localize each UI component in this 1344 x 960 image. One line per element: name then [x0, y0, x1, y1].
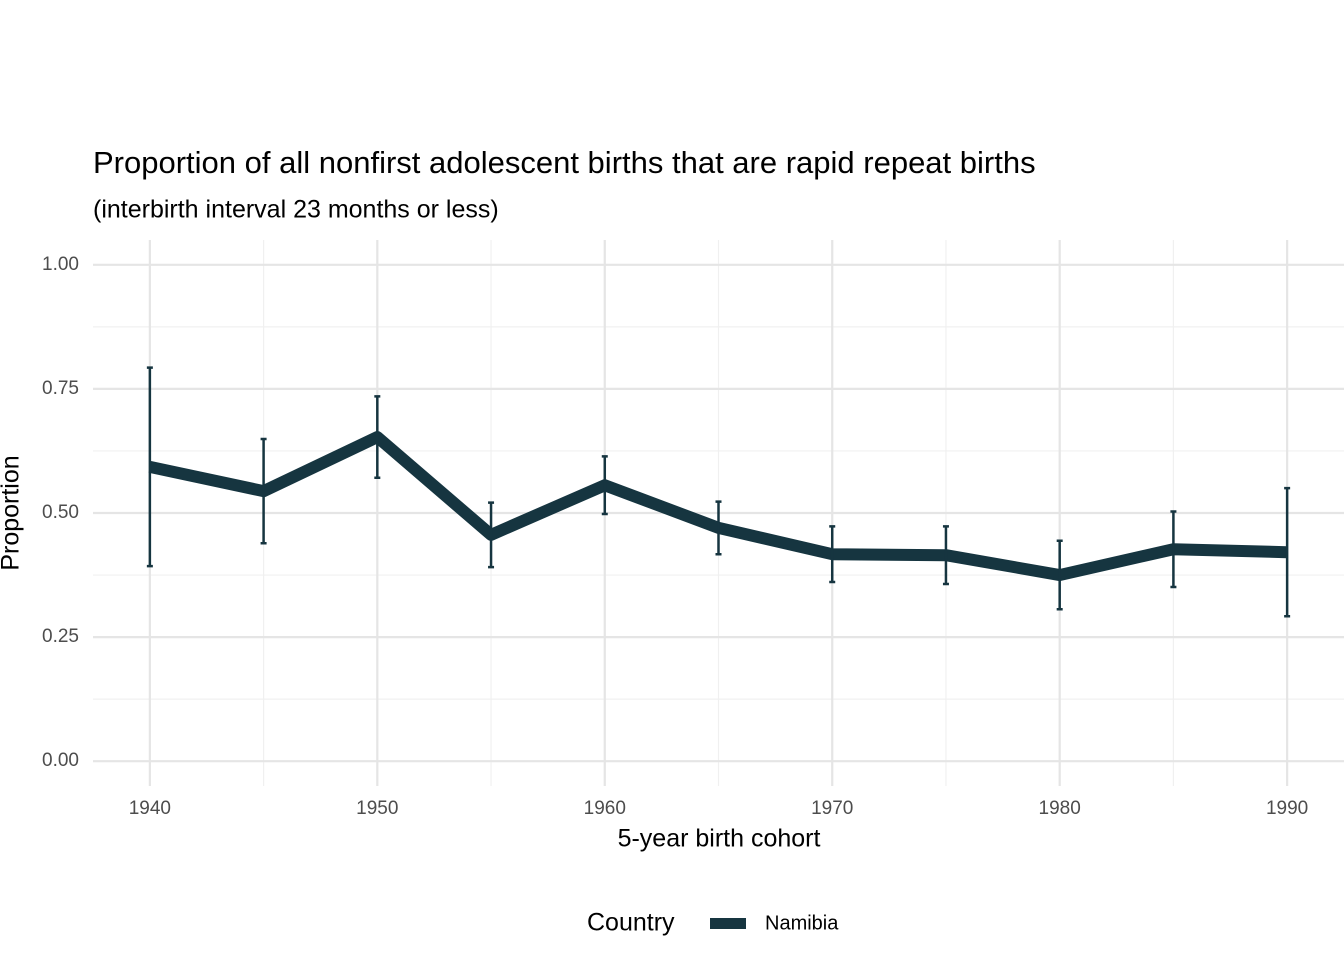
legend-label: Namibia — [765, 912, 839, 934]
y-tick-label: 0.25 — [42, 626, 79, 647]
error-bar — [942, 525, 949, 586]
chart-title: Proportion of all nonfirst adolescent bi… — [93, 145, 1036, 180]
error-bar — [715, 500, 722, 556]
x-tick-label: 1950 — [356, 798, 398, 819]
y-tick-label: 0.50 — [42, 502, 79, 523]
y-tick-label: 0.75 — [42, 378, 79, 399]
error-bar — [374, 395, 381, 480]
y-tick-label: 0.00 — [42, 750, 79, 771]
error-bar — [1284, 486, 1291, 618]
y-tick-label: 1.00 — [42, 254, 79, 275]
chart-subtitle: (interbirth interval 23 months or less) — [93, 196, 499, 224]
y-axis-title: Proportion — [0, 455, 25, 570]
error-bar — [488, 501, 495, 569]
x-tick-label: 1970 — [811, 798, 853, 819]
x-tick-label: 1980 — [1039, 798, 1081, 819]
error-bar — [1170, 510, 1177, 589]
x-tick-label: 1990 — [1266, 798, 1308, 819]
legend-swatch — [710, 918, 746, 929]
x-tick-label: 1960 — [584, 798, 626, 819]
legend-title: Country — [587, 909, 675, 937]
x-axis-title: 5-year birth cohort — [618, 825, 821, 853]
error-bar — [829, 525, 836, 584]
error-bar — [1056, 539, 1063, 611]
error-bar — [601, 455, 608, 516]
error-bar — [146, 366, 153, 568]
error-bar — [260, 437, 267, 545]
x-tick-label: 1940 — [129, 798, 171, 819]
